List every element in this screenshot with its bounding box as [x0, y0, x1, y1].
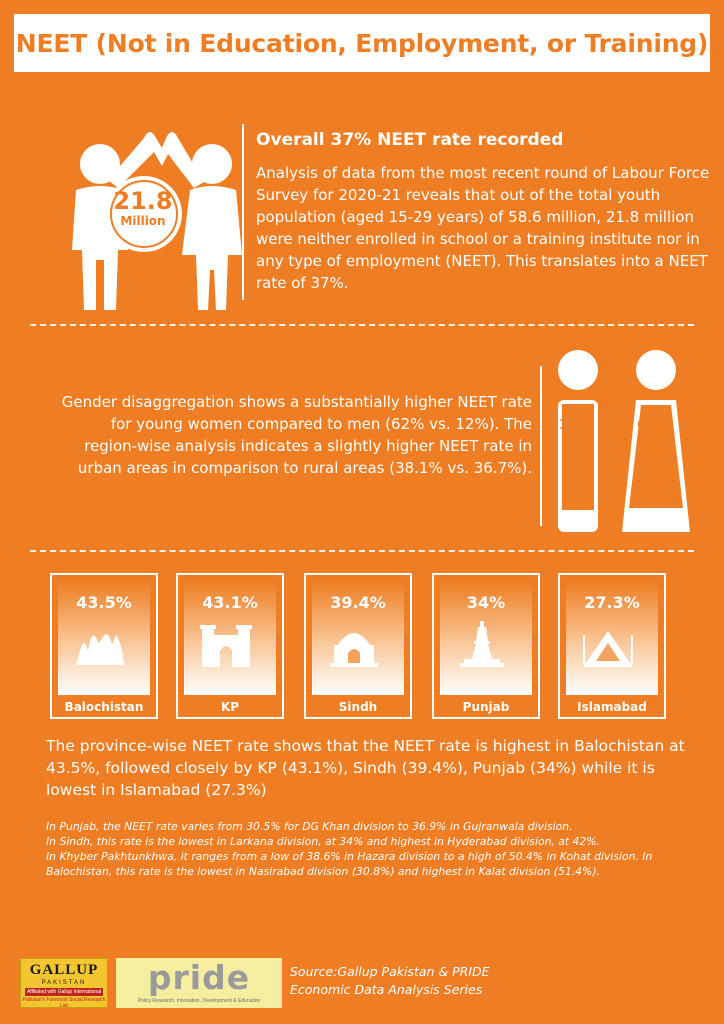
note-punjab: In Punjab, the NEET rate varies from 30.… [46, 820, 573, 833]
male-neet-label: 12% [559, 418, 591, 433]
note-kp-balochistan: In Khyber Pakhtunkhwa, it ranges from a … [46, 850, 653, 878]
page-title: NEET (Not in Education, Employment, or T… [15, 28, 709, 58]
family-icon [72, 132, 242, 310]
sindh-mausoleum-icon [330, 633, 378, 667]
province-name: Balochistan [64, 700, 144, 714]
balochistan-monument-icon [76, 634, 124, 665]
male-figure-icon [558, 350, 598, 532]
neet-total-value: 21.8 [113, 187, 173, 215]
province-name: Sindh [338, 700, 378, 714]
overall-description: Analysis of data from the most recent ro… [256, 164, 710, 292]
section-separator [30, 550, 694, 552]
note-sindh: In Sindh, this rate is the lowest in Lar… [46, 835, 600, 848]
province-value: 43.5% [76, 593, 132, 612]
province-card: 43.1% KP [176, 573, 284, 719]
province-card: 27.3% Islamabad [558, 573, 666, 719]
province-value: 27.3% [584, 593, 640, 612]
province-card: 34% Punjab [432, 573, 540, 719]
neet-total-unit: Million [120, 214, 166, 228]
punjab-minar-icon [460, 621, 504, 667]
province-value: 43.1% [202, 593, 258, 612]
section-separator [30, 324, 694, 326]
province-summary: The province-wise NEET rate shows that t… [46, 737, 685, 799]
kp-gate-icon [200, 625, 252, 667]
page-header: NEET (Not in Education, Employment, or T… [14, 14, 710, 72]
province-value: 34% [466, 593, 506, 612]
female-figure-icon [622, 350, 690, 532]
source-line: Source:Gallup Pakistan & PRIDE [290, 964, 490, 979]
province-card: 39.4% Sindh [304, 573, 412, 719]
province-name: Islamabad [577, 700, 647, 714]
province-card: 43.5% Balochistan [50, 573, 158, 719]
overall-title: Overall 37% NEET rate recorded [256, 130, 564, 150]
source-credit: Source:Gallup Pakistan & PRIDE Economic … [290, 963, 490, 999]
series-line: Economic Data Analysis Series [290, 982, 483, 997]
pride-logo: pride Policy Research, Innovation, Devel… [116, 958, 282, 1008]
province-value: 39.4% [330, 593, 386, 612]
section1-divider [242, 124, 244, 300]
province-name: Punjab [462, 700, 510, 714]
islamabad-mosque-icon [583, 631, 633, 667]
female-neet-label: 62% [637, 418, 669, 433]
gender-figures [558, 350, 690, 532]
section2-divider [540, 366, 542, 526]
division-notes: In Punjab, the NEET rate varies from 30.… [46, 819, 686, 879]
neet-total-figure: 21.8 Million [111, 188, 175, 228]
gender-description: Gender disaggregation shows a substantia… [61, 393, 532, 477]
province-name: KP [220, 700, 240, 714]
gallup-logo: GALLUP PAKISTAN Affiliated with Gallup I… [20, 958, 108, 1009]
